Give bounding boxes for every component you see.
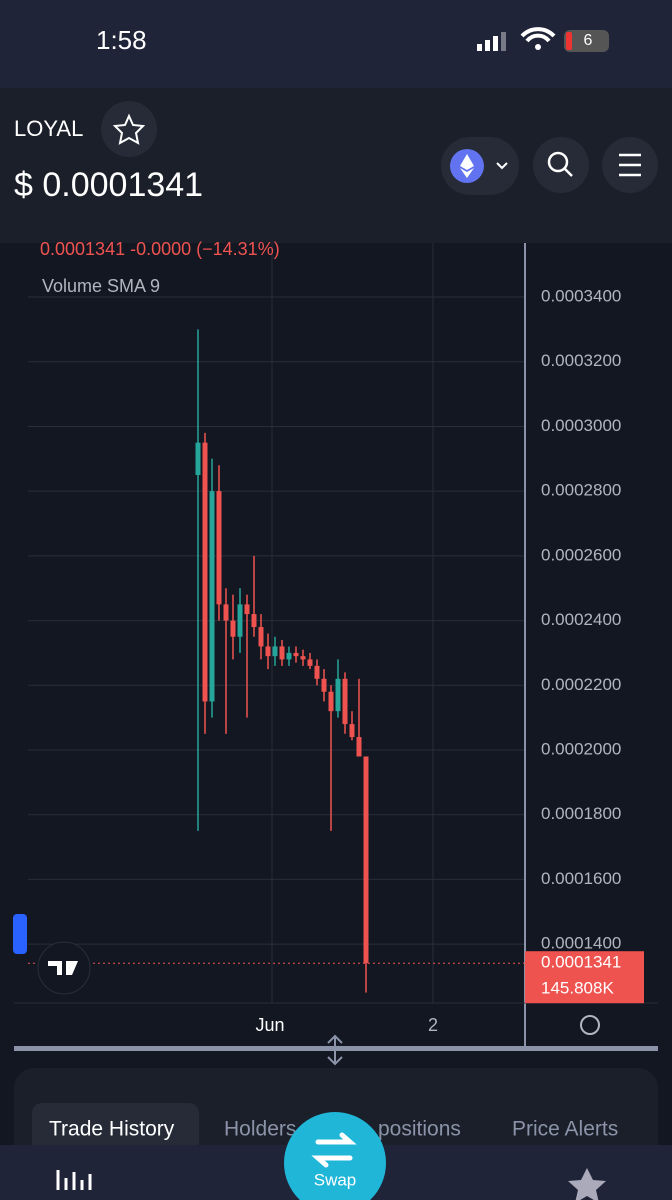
- y-tick-label: 0.0003400: [541, 287, 621, 306]
- candle-body: [328, 691, 334, 712]
- battery: [564, 30, 609, 52]
- tab[interactable]: Holders: [224, 1118, 296, 1141]
- candle-body: [300, 656, 306, 660]
- candle-body: [279, 646, 285, 660]
- candle-body: [258, 627, 264, 647]
- chart: 0.0001400 0.0001600 0.0001800 0.0002000 0.00…: [13, 239, 658, 1046]
- candle-body: [349, 724, 355, 738]
- y-tick-label: 0.0001400: [541, 934, 621, 953]
- last-price-box: [525, 951, 644, 1004]
- eth-logo: [460, 154, 474, 178]
- chart-nav-icon[interactable]: [56, 1170, 92, 1190]
- star-icon: [112, 113, 146, 145]
- candle-body: [230, 620, 236, 637]
- tab[interactable]: Price Alerts: [512, 1118, 618, 1141]
- candle-body: [202, 442, 208, 702]
- wifi: [520, 27, 556, 43]
- wifi-dot: [535, 44, 541, 50]
- battery-level: [566, 32, 572, 50]
- candle-body: [265, 646, 271, 657]
- chevron: [496, 162, 508, 170]
- tab[interactable]: Trade History: [49, 1118, 175, 1141]
- y-tick-label: 0.0001600: [541, 869, 621, 888]
- last-price-label: 0.0001341: [541, 953, 621, 972]
- watchlist-nav-icon[interactable]: [568, 1168, 606, 1200]
- search-icon: [547, 151, 569, 173]
- y-tick-label: 0.0003000: [541, 416, 621, 435]
- tv-logo: [37, 941, 91, 995]
- candle-body: [244, 604, 250, 615]
- x-tick-label: 2: [428, 1015, 438, 1035]
- indicator: Volume SMA 9: [42, 276, 160, 296]
- signal: [477, 32, 506, 51]
- resize-handle[interactable]: [327, 1034, 343, 1066]
- status-bar: [0, 0, 672, 88]
- candle-body: [237, 604, 243, 637]
- candle-body: [293, 652, 299, 657]
- token-name: LOYAL: [14, 116, 83, 141]
- swap-icon: [311, 1132, 357, 1168]
- candle-body: [314, 665, 320, 679]
- candle-body: [216, 491, 222, 605]
- time: 1:58: [96, 25, 147, 55]
- candle-body: [321, 678, 327, 692]
- y-tick-label: 0.0002600: [541, 545, 621, 564]
- price: $ 0.0001341: [14, 166, 203, 204]
- legend-line: 0.0001341 -0.0000 (−14.31%): [40, 239, 280, 259]
- y-tick-label: 0.0001800: [541, 804, 621, 823]
- y-tick-label: 0.0002800: [541, 481, 621, 500]
- y-tick-label: 0.0003200: [541, 351, 621, 370]
- swap-label: Swap: [314, 1170, 357, 1189]
- search-handle: [564, 168, 573, 177]
- y-tick-label: 0.0002400: [541, 610, 621, 629]
- settings-icon: [580, 1015, 600, 1035]
- favorite-button[interactable]: [101, 101, 157, 157]
- side-toggle[interactable]: [13, 914, 27, 954]
- tv-mark: [48, 961, 78, 975]
- search-button[interactable]: [533, 137, 589, 193]
- candle-body: [307, 659, 313, 666]
- tab[interactable]: positions: [378, 1118, 461, 1141]
- candle-body: [195, 442, 201, 475]
- active-tab-bg: [32, 1103, 199, 1155]
- candle-body: [356, 737, 362, 757]
- candle-body: [251, 614, 257, 628]
- battery-text: 6: [584, 32, 593, 49]
- candle-body: [286, 652, 292, 660]
- candle-body: [363, 756, 369, 964]
- x-tick-label: Jun: [255, 1015, 284, 1035]
- y-tick-label: 0.0002200: [541, 675, 621, 694]
- menu-icon: [619, 153, 641, 177]
- candle-body: [272, 646, 278, 657]
- candle-body: [209, 491, 215, 702]
- y-tick-label: 0.0002000: [541, 739, 621, 758]
- candle-body: [342, 678, 348, 725]
- candle-body: [335, 678, 341, 712]
- volume-label: 145.808K: [541, 979, 614, 998]
- candle-body: [223, 604, 229, 621]
